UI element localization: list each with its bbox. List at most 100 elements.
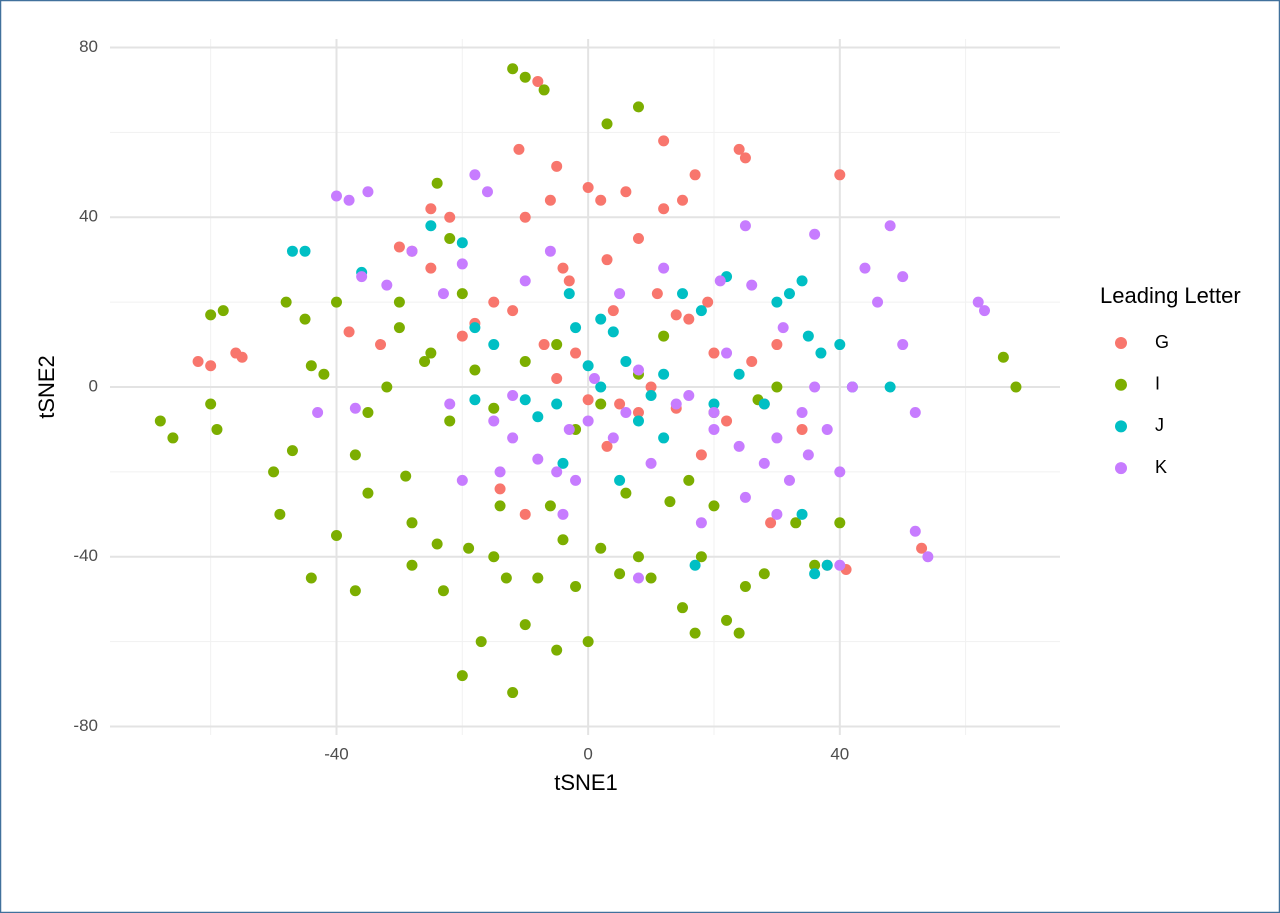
point <box>582 182 594 194</box>
point <box>733 143 745 155</box>
point <box>746 279 758 291</box>
point <box>299 313 311 325</box>
point <box>1010 381 1022 393</box>
point <box>897 271 909 283</box>
point <box>997 351 1009 363</box>
point <box>425 220 437 232</box>
point <box>205 398 217 410</box>
point <box>456 670 468 682</box>
point <box>469 169 481 181</box>
point <box>771 339 783 351</box>
point <box>286 245 298 257</box>
y-tick-label: 0 <box>89 376 98 395</box>
point <box>519 508 531 520</box>
point <box>777 322 789 334</box>
point <box>205 360 217 372</box>
point <box>488 296 500 308</box>
point <box>268 466 280 478</box>
point <box>695 305 707 317</box>
point <box>488 415 500 427</box>
point <box>274 508 286 520</box>
point <box>431 538 443 550</box>
point <box>349 449 361 461</box>
point <box>620 186 632 198</box>
point <box>330 190 342 202</box>
point <box>557 508 569 520</box>
legend-marker <box>1115 462 1127 475</box>
point <box>406 517 418 529</box>
point <box>658 432 670 444</box>
point <box>519 275 531 287</box>
point <box>362 406 374 418</box>
point <box>381 381 393 393</box>
point <box>192 356 204 368</box>
point <box>362 487 374 499</box>
legend-marker <box>1115 337 1127 349</box>
point <box>739 580 751 592</box>
point <box>721 415 733 427</box>
point <box>519 619 531 631</box>
point <box>834 559 846 571</box>
point <box>343 194 355 206</box>
point <box>714 275 726 287</box>
point <box>205 309 217 321</box>
point <box>211 423 223 435</box>
point <box>897 339 909 351</box>
point <box>425 347 437 359</box>
point <box>532 411 544 423</box>
point <box>645 381 657 393</box>
point <box>658 330 670 342</box>
legend-label: I <box>1155 373 1160 393</box>
point <box>739 220 751 232</box>
point <box>708 347 720 359</box>
point <box>601 118 613 130</box>
point <box>689 559 701 571</box>
point <box>312 406 324 418</box>
point <box>419 356 431 368</box>
point <box>582 415 594 427</box>
point <box>330 296 342 308</box>
point <box>601 254 613 266</box>
point <box>362 186 374 198</box>
point <box>802 449 814 461</box>
point <box>607 326 619 338</box>
point <box>551 339 563 351</box>
point <box>595 542 607 554</box>
point <box>437 288 449 300</box>
point <box>708 500 720 512</box>
point <box>972 296 984 308</box>
point <box>456 288 468 300</box>
point <box>834 339 846 351</box>
point <box>916 542 928 554</box>
point <box>305 572 317 584</box>
point <box>519 211 531 223</box>
point <box>532 572 544 584</box>
point <box>683 474 695 486</box>
points <box>154 63 1022 699</box>
point <box>758 568 770 580</box>
x-tick-label: -40 <box>324 744 349 763</box>
point <box>632 406 644 418</box>
point <box>614 474 626 486</box>
point <box>645 389 657 401</box>
point <box>570 580 582 592</box>
point <box>393 296 405 308</box>
point <box>909 406 921 418</box>
point <box>872 296 884 308</box>
point <box>614 288 626 300</box>
point <box>469 364 481 376</box>
x-axis-title: tSNE1 <box>554 770 618 795</box>
point <box>670 309 682 321</box>
point <box>305 360 317 372</box>
point <box>771 432 783 444</box>
point <box>469 322 481 334</box>
point <box>595 398 607 410</box>
point <box>796 406 808 418</box>
point <box>796 508 808 520</box>
point <box>595 381 607 393</box>
point <box>601 440 613 452</box>
point <box>280 296 292 308</box>
point <box>544 500 556 512</box>
point <box>507 389 519 401</box>
point <box>922 551 934 563</box>
